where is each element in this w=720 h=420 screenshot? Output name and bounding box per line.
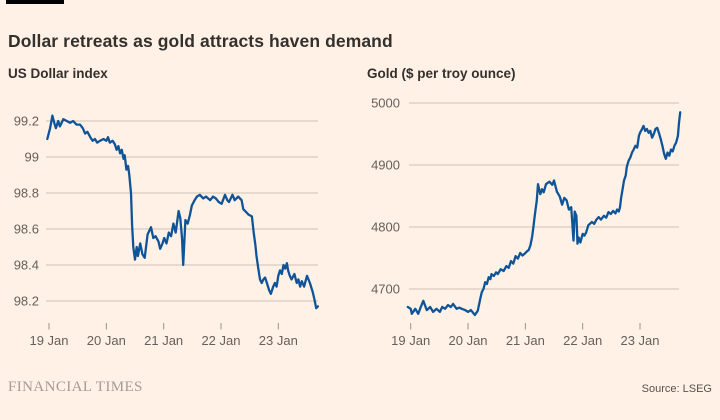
y-axis-tick-label: 5000	[371, 96, 400, 111]
x-axis-tick-label: 21 Jan	[506, 333, 545, 348]
x-axis-tick-label: 23 Jan	[620, 333, 659, 348]
x-axis-tick-label: 22 Jan	[563, 333, 602, 348]
y-axis-tick-label: 98.8	[14, 186, 39, 201]
brand-bar	[6, 0, 64, 4]
financial-times-logo: FINANCIAL TIMES	[8, 379, 143, 395]
y-axis-tick-label: 98.4	[14, 258, 39, 273]
x-axis-tick-label: 19 Jan	[391, 333, 430, 348]
usd-index-chart: 99.2 99 98.8 98.6 98.4 98.2 19 Jan 20 Jan 21 Jan…	[14, 114, 320, 348]
page-title: Dollar retreats as gold attracts haven d…	[8, 30, 393, 51]
y-axis-tick-label: 4900	[371, 158, 400, 173]
x-axis-tick-label: 23 Jan	[259, 333, 298, 348]
x-axis-tick-label: 21 Jan	[144, 333, 183, 348]
y-axis-tick-label: 98.6	[14, 222, 39, 237]
y-axis-tick-label: 4700	[371, 282, 400, 297]
gold-chart-title: Gold ($ per troy ounce)	[367, 66, 516, 81]
y-axis-tick-label: 99.2	[14, 114, 39, 129]
x-axis-tick-label: 20 Jan	[449, 333, 488, 348]
x-axis-tick-label: 20 Jan	[87, 333, 126, 348]
x-axis-tick-label: 19 Jan	[29, 333, 68, 348]
us-dollar-index-line	[46, 114, 320, 310]
y-axis-tick-label: 4800	[371, 220, 400, 235]
y-axis-tick-label: 98.2	[14, 294, 39, 309]
gold-price-chart: 5000 4900 4800 4700 19 Jan 20 Jan 21 Jan 22 Jan…	[371, 96, 682, 348]
usd-index-chart-title: US Dollar index	[8, 66, 108, 81]
source-attribution: Source: LSEG	[641, 383, 712, 395]
gold-price-line	[406, 111, 682, 317]
x-axis-tick-label: 22 Jan	[201, 333, 240, 348]
y-axis-tick-label: 99	[25, 150, 39, 165]
